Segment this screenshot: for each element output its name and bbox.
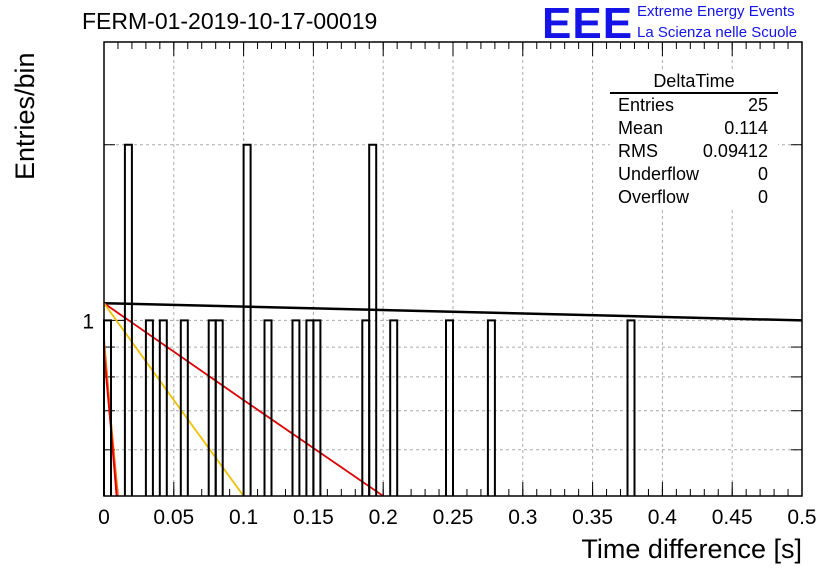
stats-value: 0.09412: [702, 141, 768, 161]
y-tick-labels: 1: [82, 310, 94, 333]
stats-label: Entries: [618, 95, 675, 115]
x-tick-label: 0: [98, 506, 110, 529]
stats-row-underflow: Underflow 0: [610, 163, 778, 186]
x-tick-label: 0.35: [572, 506, 613, 529]
x-tick-label: 0.3: [508, 506, 537, 529]
x-tick-label: 0.25: [433, 506, 474, 529]
x-axis-label: Time difference [s]: [581, 534, 802, 564]
histogram-bin: [389, 319, 399, 496]
histogram-bin: [626, 319, 636, 496]
histogram-bin: [158, 319, 168, 496]
y-tick-label: 1: [82, 310, 94, 333]
histogram-bin: [214, 319, 224, 496]
stats-value: 0.114: [724, 118, 768, 138]
histogram-bin: [242, 143, 252, 496]
histogram-bin: [123, 143, 133, 496]
x-tick-label: 0.1: [229, 506, 258, 529]
logo-subtitle-line2: La Scienza nelle Scuole: [637, 24, 798, 41]
header-title: FERM-01-2019-10-17-00019: [82, 8, 378, 34]
y-axis-label: Entries/bin: [10, 52, 40, 180]
histogram-bin: [291, 319, 301, 496]
stats-row-overflow: Overflow 0: [610, 186, 778, 209]
x-tick-label: 0.5: [787, 506, 816, 529]
x-tick-label: 0.4: [648, 506, 678, 529]
stats-row-rms: RMS 0.09412: [610, 140, 778, 163]
stats-row-mean: Mean 0.114: [610, 117, 778, 140]
histogram-bins: [103, 143, 636, 496]
plot-frame: [103, 41, 803, 497]
histogram-bin: [445, 319, 454, 496]
stats-value: 0: [757, 187, 768, 207]
stats-label: RMS: [618, 141, 658, 161]
stats-label: Underflow: [618, 164, 700, 184]
stats-label: Mean: [618, 118, 664, 138]
fit-curve: [103, 301, 803, 322]
histogram-bin: [263, 319, 273, 496]
eee-logo: EEE: [542, 0, 634, 48]
histogram-bin: [179, 319, 189, 496]
x-tick-label: 0.15: [293, 506, 334, 529]
stats-row-entries: Entries 25: [610, 94, 778, 117]
histogram-bin: [312, 319, 322, 496]
histogram-bin: [486, 319, 496, 496]
stats-value: 25: [747, 95, 768, 115]
histogram-bin: [368, 143, 378, 496]
x-tick-label: 0.2: [369, 506, 398, 529]
logo-subtitle-line1: Extreme Energy Events: [637, 3, 795, 20]
x-tick-labels: 0 0.05 0.1 0.15 0.2 0.25 0.3 0.35 0.4 0.45 0.5: [98, 506, 816, 529]
x-tick-label: 0.45: [712, 506, 753, 529]
x-tick-label: 0.05: [153, 506, 194, 529]
stats-value: 0: [757, 164, 768, 184]
stats-title: DeltaTime: [610, 70, 778, 94]
stats-box: DeltaTime Entries 25 Mean 0.114 RMS 0.09412…: [610, 70, 778, 209]
histogram-bin: [144, 319, 154, 496]
stats-label: Overflow: [618, 187, 690, 207]
fit-curve: [103, 302, 245, 497]
